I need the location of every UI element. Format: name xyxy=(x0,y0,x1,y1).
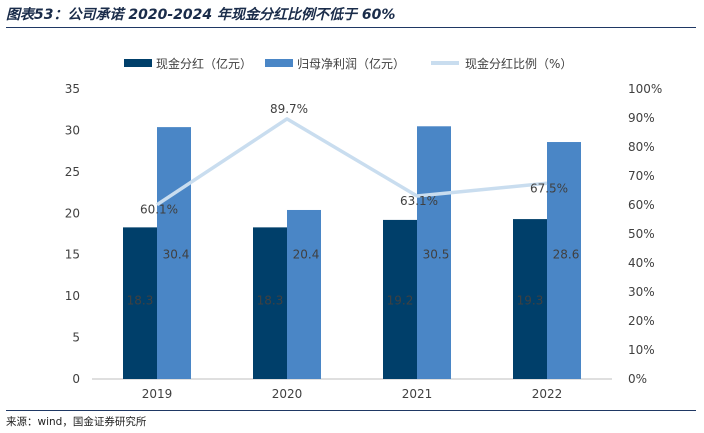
legend-swatch xyxy=(124,59,152,67)
legend-label: 归母净利润（亿元） xyxy=(297,56,405,71)
left-tick-label: 5 xyxy=(72,331,80,345)
right-tick-label: 60% xyxy=(628,198,655,212)
right-tick-label: 70% xyxy=(628,169,655,183)
right-tick-label: 90% xyxy=(628,111,655,125)
title-divider xyxy=(6,27,696,28)
x-tick-label: 2021 xyxy=(402,387,433,401)
left-tick-label: 35 xyxy=(65,82,80,96)
right-tick-label: 0% xyxy=(628,372,647,386)
left-tick-label: 15 xyxy=(65,248,80,262)
right-tick-label: 40% xyxy=(628,256,655,270)
bar-data-label: 20.4 xyxy=(293,248,320,262)
legend-label: 现金分红（亿元） xyxy=(156,56,252,71)
right-tick-label: 50% xyxy=(628,227,655,241)
bar-dividend xyxy=(253,227,287,379)
bar-data-label: 19.3 xyxy=(517,293,544,307)
bar-data-label: 19.2 xyxy=(387,293,414,307)
line-data-label: 60.1% xyxy=(140,203,178,217)
x-tick-label: 2019 xyxy=(142,387,173,401)
bar-data-label: 30.5 xyxy=(423,248,450,262)
bar-data-label: 28.6 xyxy=(553,248,580,262)
x-tick-label: 2020 xyxy=(272,387,303,401)
bar-net-profit xyxy=(547,142,581,379)
data-labels: 18.3 18.3 19.2 19.3 30.4 20.4 30.5 28.6 60.1% 89.… xyxy=(127,102,580,307)
x-tick-label: 2022 xyxy=(532,387,563,401)
legend-swatch xyxy=(265,59,293,67)
bar-data-label: 30.4 xyxy=(163,248,190,262)
line-data-label: 63.1% xyxy=(400,194,438,208)
source-divider xyxy=(6,410,696,411)
right-tick-label: 20% xyxy=(628,314,655,328)
source-note: 来源：wind，国金证券研究所 xyxy=(6,416,147,428)
bars xyxy=(123,126,581,380)
left-tick-label: 25 xyxy=(65,165,80,179)
chart-title: 图表53：公司承诺 2020-2024 年现金分红比例不低于 60% xyxy=(6,7,396,23)
line-data-label: 67.5% xyxy=(530,181,568,195)
right-tick-label: 100% xyxy=(628,82,662,96)
ratio-line xyxy=(156,117,548,207)
bar-net-profit xyxy=(157,127,191,379)
bar-data-label: 18.3 xyxy=(257,293,284,307)
left-tick-label: 20 xyxy=(65,206,80,220)
right-tick-label: 30% xyxy=(628,285,655,299)
legend-label: 现金分红比例（%） xyxy=(465,56,572,71)
left-tick-label: 30 xyxy=(65,123,80,137)
legend: 现金分红（亿元） 归母净利润（亿元） 现金分红比例（%） xyxy=(124,56,572,71)
axes: 0 5 10 15 20 25 30 35 0% 10% 20% 30% 40% 50% 60% 70% 80%… xyxy=(65,82,663,401)
bar-net-profit xyxy=(417,126,451,380)
bar-net-profit xyxy=(287,209,321,379)
left-tick-label: 0 xyxy=(72,372,80,386)
line-data-label: 89.7% xyxy=(270,102,308,116)
bar-data-label: 18.3 xyxy=(127,293,154,307)
right-tick-label: 80% xyxy=(628,140,655,154)
bar-dividend xyxy=(123,227,157,379)
left-tick-label: 10 xyxy=(65,289,80,303)
bar-dividend xyxy=(383,219,417,379)
bar-dividend xyxy=(513,219,547,379)
right-tick-label: 10% xyxy=(628,343,655,357)
combo-chart: 现金分红（亿元） 归母净利润（亿元） 现金分红比例（%） 0 5 10 15 20 25 30 3… xyxy=(65,56,663,401)
ratio-series-line xyxy=(156,117,548,207)
